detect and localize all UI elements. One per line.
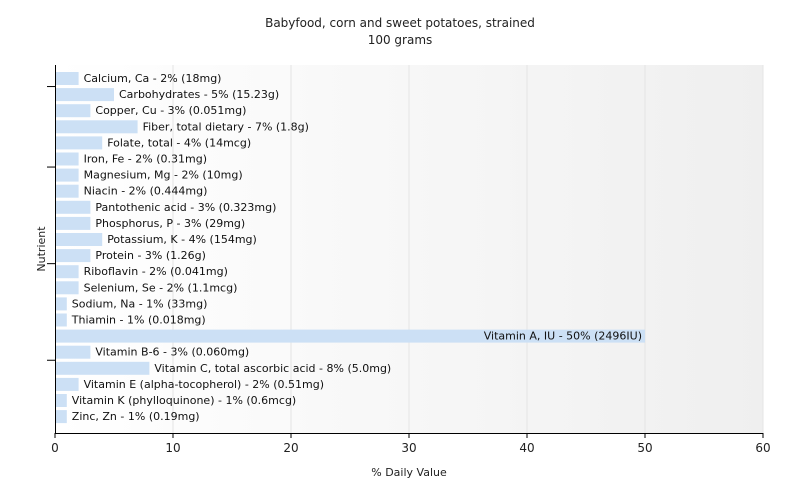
x-tick-label: 0 — [51, 441, 59, 455]
x-tick-label: 40 — [519, 441, 534, 455]
bar — [55, 72, 79, 85]
bar-label: Protein - 3% (1.26g) — [95, 249, 206, 262]
bar-label: Vitamin B-6 - 3% (0.060mg) — [95, 346, 249, 359]
bar — [55, 345, 91, 359]
bar-label: Selenium, Se - 2% (1.1mcg) — [84, 281, 238, 294]
bar-label: Folate, total - 4% (14mcg) — [107, 136, 251, 149]
bar-label: Potassium, K - 4% (154mg) — [107, 233, 257, 246]
bar — [55, 394, 67, 407]
bar-label: Magnesium, Mg - 2% (10mg) — [84, 169, 243, 182]
axes: 0 10 20 30 40 50 60 — [47, 65, 771, 455]
bar — [55, 361, 150, 375]
bar-label: Vitamin A, IU - 50% (2496IU) — [484, 330, 642, 343]
gridlines — [172, 65, 764, 433]
x-axis-label: % Daily Value — [371, 466, 447, 479]
bar-label: Sodium, Na - 1% (33mg) — [72, 297, 208, 310]
bar — [55, 88, 114, 102]
bar-label: Iron, Fe - 2% (0.31mg) — [84, 153, 207, 166]
bar-label: Carbohydrates - 5% (15.23g) — [119, 88, 279, 101]
bar — [55, 120, 138, 134]
bar-label: Niacin - 2% (0.444mg) — [84, 185, 208, 198]
x-tick-label: 30 — [401, 441, 416, 455]
y-axis-label: Nutrient — [35, 226, 48, 272]
bar — [55, 104, 91, 118]
chart-subtitle: 100 grams — [368, 33, 433, 47]
chart-title: Babyfood, corn and sweet potatoes, strai… — [265, 16, 535, 30]
bar — [55, 136, 103, 150]
bar — [55, 216, 91, 230]
bar-label: Vitamin K (phylloquinone) - 1% (0.6mcg) — [72, 394, 296, 407]
bar-label: Calcium, Ca - 2% (18mg) — [84, 72, 222, 85]
bar — [55, 329, 645, 343]
bar-label: Copper, Cu - 3% (0.051mg) — [95, 104, 246, 117]
bar — [55, 313, 67, 327]
bar — [55, 168, 79, 182]
x-tick-label: 20 — [283, 441, 298, 455]
bar-label: Vitamin C, total ascorbic acid - 8% (5.0… — [154, 362, 391, 375]
bar — [55, 184, 79, 198]
bar — [55, 410, 67, 424]
bar — [55, 152, 79, 166]
bar-label: Vitamin E (alpha-tocopherol) - 2% (0.51m… — [84, 378, 324, 391]
x-tick-label: 50 — [637, 441, 652, 455]
bar-label: Thiamin - 1% (0.018mg) — [71, 314, 206, 327]
bar-label: Phosphorus, P - 3% (29mg) — [95, 217, 245, 230]
bar — [55, 281, 79, 295]
bar — [55, 265, 79, 279]
bar-label: Pantothenic acid - 3% (0.323mg) — [95, 201, 276, 214]
bar-label: Riboflavin - 2% (0.041mg) — [84, 265, 228, 278]
x-tick-label: 10 — [165, 441, 180, 455]
bar — [55, 233, 103, 246]
bar-label: Fiber, total dietary - 7% (1.8g) — [143, 120, 309, 133]
bar — [55, 377, 79, 391]
bar — [55, 200, 91, 214]
bars: Calcium, Ca - 2% (18mg) Carbohydrates - 5… — [55, 72, 645, 424]
x-tick-label: 60 — [755, 441, 770, 455]
bar — [55, 249, 91, 263]
bar — [55, 297, 67, 311]
bar-label: Zinc, Zn - 1% (0.19mg) — [72, 410, 200, 423]
